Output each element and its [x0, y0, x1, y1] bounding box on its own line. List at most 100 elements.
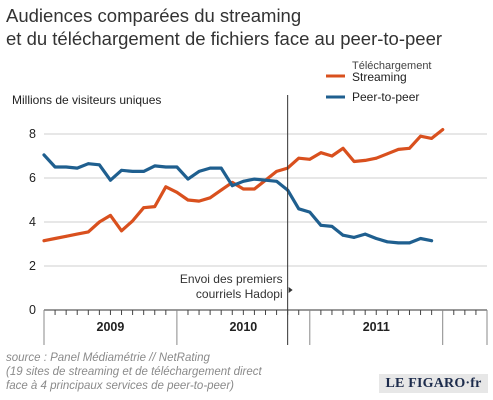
data-point-peer-to-peer [97, 163, 101, 167]
data-point-streaming [97, 220, 101, 224]
data-point-streaming [253, 187, 256, 191]
data-point-peer-to-peer [408, 241, 411, 245]
y-axis-label: Millions de visiteurs uniques [12, 93, 161, 107]
y-axis-ticks: 0 2 4 6 8 [29, 127, 36, 317]
data-point-streaming [241, 187, 245, 191]
data-point-streaming [430, 137, 434, 140]
data-point-streaming [53, 237, 57, 240]
le-figaro-logo: LE FIGARO·fr [379, 374, 488, 393]
data-point-peer-to-peer [219, 166, 223, 170]
data-point-peer-to-peer [352, 236, 356, 239]
series-layer [42, 128, 445, 245]
data-point-streaming [153, 205, 157, 209]
data-point-streaming [131, 219, 135, 223]
data-point-streaming [419, 134, 422, 138]
data-point-peer-to-peer [275, 179, 278, 183]
chart-title-line-1: Audiences comparées du streaming [6, 5, 302, 26]
x-tick-label-2010: 2010 [229, 320, 257, 334]
data-point-peer-to-peer [397, 241, 400, 245]
data-point-streaming [275, 170, 278, 173]
data-point-peer-to-peer [363, 232, 367, 236]
annotation: Envoi des premiers courriels Hadopi [180, 95, 293, 345]
chart-title: Audiences comparées du streaming et du t… [6, 4, 491, 50]
data-point-streaming [64, 234, 68, 238]
data-point-streaming [42, 239, 46, 243]
source-note: source : Panel Médiamétrie // NetRating … [6, 351, 262, 393]
data-point-streaming [308, 157, 312, 161]
data-point-peer-to-peer [374, 237, 378, 240]
data-point-peer-to-peer [142, 170, 146, 173]
data-point-peer-to-peer [75, 166, 79, 170]
data-point-peer-to-peer [53, 165, 57, 169]
data-point-streaming [385, 152, 389, 156]
series-line-peer-to-peer [42, 153, 434, 245]
data-point-peer-to-peer [120, 168, 123, 172]
data-point-peer-to-peer [109, 178, 112, 182]
data-point-streaming [75, 232, 79, 236]
data-point-streaming [142, 206, 146, 210]
data-point-peer-to-peer [297, 207, 301, 211]
data-point-peer-to-peer [308, 210, 312, 214]
series-line-streaming [42, 128, 445, 243]
data-point-peer-to-peer [42, 153, 46, 157]
data-point-streaming [297, 156, 301, 160]
data-point-peer-to-peer [164, 165, 168, 169]
source-line-1: source : Panel Médiamétrie // NetRating [6, 352, 210, 364]
legend-label-peer-to-peer: Peer-to-peer [352, 90, 419, 104]
data-point-streaming [408, 146, 411, 150]
data-point-streaming [341, 146, 345, 150]
data-point-peer-to-peer [208, 166, 212, 170]
y-tick-label-8: 8 [29, 127, 36, 141]
data-point-streaming [208, 196, 212, 200]
data-point-peer-to-peer [319, 223, 323, 227]
data-point-peer-to-peer [230, 184, 234, 188]
x-tick-label-2011: 2011 [363, 320, 390, 334]
data-point-streaming [86, 230, 90, 234]
source-line-2: (19 sites de streaming et de téléchargem… [6, 366, 262, 378]
data-point-streaming [397, 148, 400, 151]
data-point-peer-to-peer [385, 240, 389, 244]
data-point-streaming [352, 160, 356, 163]
data-point-peer-to-peer [419, 237, 422, 240]
y-tick-label-2: 2 [29, 259, 36, 273]
data-point-peer-to-peer [253, 177, 256, 181]
data-point-streaming [363, 159, 367, 162]
data-point-streaming [441, 128, 445, 132]
data-point-streaming [175, 190, 179, 194]
data-point-peer-to-peer [175, 165, 179, 169]
legend-label-streaming: Streaming [352, 70, 407, 84]
data-point-peer-to-peer [330, 225, 334, 228]
data-point-peer-to-peer [186, 177, 190, 181]
annotation-text-line-1: Envoi des premiers [180, 272, 283, 286]
y-tick-label-0: 0 [29, 303, 36, 317]
data-point-peer-to-peer [64, 165, 68, 169]
data-point-streaming [374, 156, 378, 160]
data-point-streaming [197, 199, 201, 203]
data-point-streaming [319, 151, 323, 155]
data-point-streaming [219, 188, 223, 192]
data-point-streaming [109, 214, 112, 217]
data-point-peer-to-peer [197, 170, 201, 173]
data-point-streaming [186, 198, 190, 202]
legend: Téléchargement Streaming Peer-to-peer [326, 60, 432, 104]
source-line-3: face à 4 principaux services de peer-to-… [6, 380, 234, 392]
chart-title-line-2: et du téléchargement de fichiers face au… [6, 28, 443, 49]
data-point-peer-to-peer [153, 164, 157, 168]
data-point-streaming [164, 185, 168, 189]
data-point-streaming [330, 154, 334, 158]
data-point-peer-to-peer [430, 239, 434, 243]
x-tick-label-2009: 2009 [97, 320, 125, 334]
x-axis: 2009 2010 2011 [43, 309, 488, 345]
data-point-peer-to-peer [241, 179, 245, 183]
annotation-arrow-icon [288, 287, 293, 293]
y-tick-label-4: 4 [29, 215, 36, 229]
data-point-peer-to-peer [86, 162, 90, 166]
data-point-peer-to-peer [264, 178, 267, 182]
data-point-streaming [120, 229, 123, 233]
legend-label-telechargement: Téléchargement [352, 60, 432, 72]
annotation-text-line-2: courriels Hadopi [196, 287, 283, 301]
data-point-peer-to-peer [341, 233, 345, 237]
y-tick-label-6: 6 [29, 171, 36, 185]
data-point-peer-to-peer [131, 170, 135, 173]
